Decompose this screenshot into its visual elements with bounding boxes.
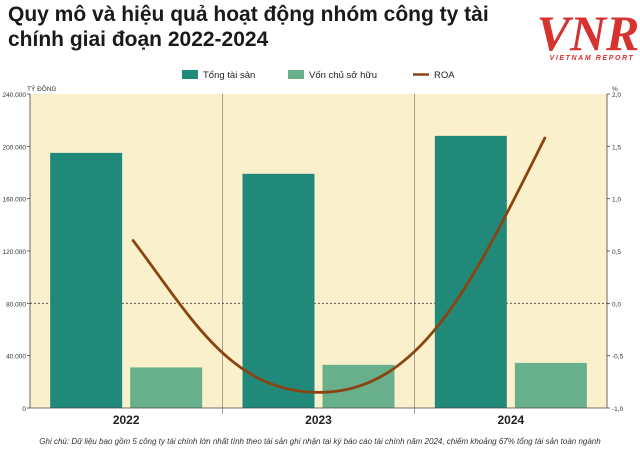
chart-title: Quy mô và hiệu quả hoạt động nhóm công t… bbox=[8, 3, 489, 51]
roa-line bbox=[131, 136, 547, 394]
bar-von-chu-so-huu-2022 bbox=[130, 367, 203, 408]
vnr-logo: VNR bbox=[538, 5, 638, 61]
plot-background bbox=[30, 94, 607, 408]
y-tick-label: 200.000 bbox=[3, 144, 27, 151]
bar-tong-tai-san-2023 bbox=[242, 173, 315, 408]
logo-subtitle: VIETNAM REPORT bbox=[549, 55, 635, 62]
y2-tick-label: 1,5 bbox=[612, 144, 621, 151]
y2-tick-label: 0,5 bbox=[612, 249, 621, 256]
chart-area: 2022 2023 2024 0 40.000 80.000 120.000 160.000 2… bbox=[3, 70, 624, 427]
y2-axis-label: % bbox=[612, 86, 618, 93]
y-tick-label: 0 bbox=[22, 406, 26, 413]
y-tick-label: 40.000 bbox=[6, 354, 26, 361]
bar-von-chu-so-huu-2024 bbox=[514, 362, 587, 408]
x-tick-label: 2023 bbox=[305, 413, 332, 427]
logo-mark: VNR bbox=[538, 5, 638, 61]
y2-tick-label: 0,0 bbox=[612, 301, 621, 308]
bar-tong-tai-san-2024 bbox=[434, 135, 507, 408]
x-tick-label: 2022 bbox=[113, 413, 140, 427]
legend-label-2: ROA bbox=[434, 70, 455, 81]
y-tick-label: 120.000 bbox=[3, 249, 27, 256]
legend-label-1: Vốn chủ sở hữu bbox=[309, 70, 377, 81]
y2-tick-label: 2,0 bbox=[612, 92, 621, 99]
y2-tick-label: -0,5 bbox=[612, 354, 624, 361]
x-tick-label: 2024 bbox=[497, 413, 524, 427]
y2-tick-label: 1,0 bbox=[612, 197, 621, 204]
bar-tong-tai-san-2022 bbox=[50, 152, 123, 408]
legend-swatch-1 bbox=[288, 70, 304, 79]
y-tick-label: 240.000 bbox=[3, 92, 27, 99]
legend-label-0: Tổng tài sản bbox=[203, 70, 255, 81]
legend-swatch-0 bbox=[182, 70, 198, 79]
y-tick-label: 160.000 bbox=[3, 197, 27, 204]
y2-tick-label: -1,0 bbox=[612, 406, 624, 413]
y-tick-label: 80.000 bbox=[6, 301, 26, 308]
footnote: Ghi chú: Dữ liệu bao gồm 5 công ty tài c… bbox=[39, 437, 601, 446]
y-axis-label: TỶ ĐỒNG bbox=[27, 83, 57, 93]
